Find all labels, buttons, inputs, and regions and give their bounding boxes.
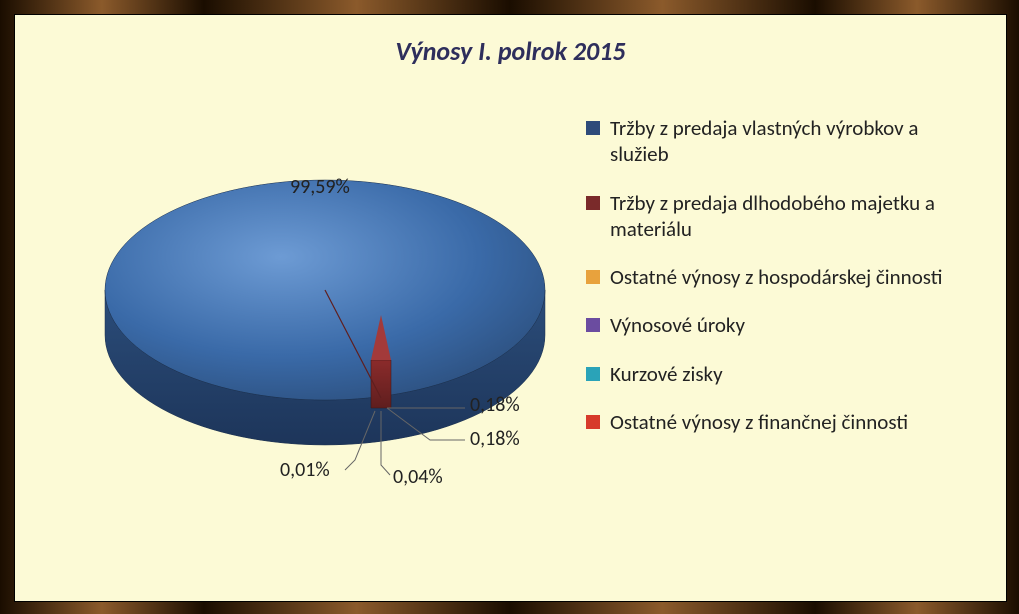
legend-label: Výnosové úroky — [610, 312, 745, 338]
legend-swatch-icon — [586, 121, 600, 135]
legend-item: Tržby z predaja dlhodobého majetku a mat… — [586, 190, 966, 243]
legend-label: Ostatné výnosy z hospodárskej činnosti — [610, 264, 942, 290]
legend-swatch-icon — [586, 270, 600, 284]
chart-legend: Tržby z predaja vlastných výrobkov a slu… — [586, 115, 966, 457]
legend-label: Tržby z predaja vlastných výrobkov a slu… — [610, 115, 966, 168]
legend-label: Kurzové zisky — [610, 361, 723, 387]
legend-swatch-icon — [586, 367, 600, 381]
legend-item: Tržby z predaja vlastných výrobkov a slu… — [586, 115, 966, 168]
legend-label: Ostatné výnosy z finančnej činnosti — [610, 409, 908, 435]
legend-item: Kurzové zisky — [586, 361, 966, 387]
pie-chart: 99,59% 0,18% 0,18% 0,04% 0,01% — [55, 115, 595, 545]
pie-label-main: 99,59% — [290, 175, 350, 199]
legend-item: Ostatné výnosy z finančnej činnosti — [586, 409, 966, 435]
legend-swatch-icon — [586, 318, 600, 332]
legend-swatch-icon — [586, 196, 600, 210]
chart-frame: Výnosy I. polrok 2015 — [0, 0, 1019, 614]
pie-label-1: 0,18% — [470, 393, 520, 417]
legend-label: Tržby z predaja dlhodobého majetku a mat… — [610, 190, 966, 243]
pie-label-4: 0,01% — [280, 458, 330, 482]
chart-title: Výnosy I. polrok 2015 — [15, 35, 1006, 67]
legend-item: Ostatné výnosy z hospodárskej činnosti — [586, 264, 966, 290]
pie-label-2: 0,18% — [470, 427, 520, 451]
pie-label-3: 0,04% — [393, 465, 443, 489]
chart-panel: Výnosy I. polrok 2015 — [14, 14, 1007, 602]
legend-item: Výnosové úroky — [586, 312, 966, 338]
legend-swatch-icon — [586, 415, 600, 429]
